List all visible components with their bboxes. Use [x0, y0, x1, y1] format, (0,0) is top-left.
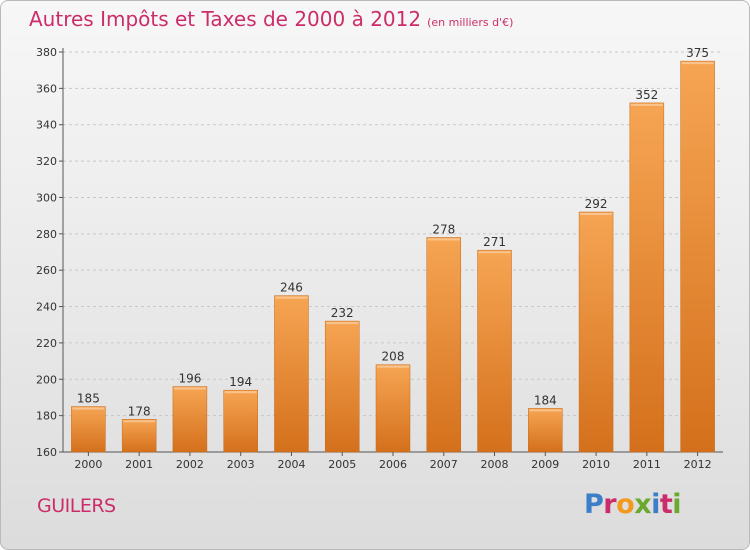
bar [324, 320, 360, 453]
bar [578, 211, 614, 453]
y-tick-label: 160 [36, 446, 57, 459]
y-tick-label: 240 [36, 301, 57, 314]
bar-value-label: 278 [432, 222, 455, 236]
bar [71, 406, 106, 453]
bar-highlight [580, 213, 613, 215]
y-tick-label: 220 [36, 337, 57, 350]
logo-letter: o [616, 489, 635, 520]
bar [477, 249, 512, 453]
x-tick-label: 2006 [379, 458, 407, 471]
bar-value-label: 246 [280, 281, 303, 295]
x-tick-label: 2012 [684, 458, 712, 471]
bar [629, 102, 665, 453]
bar-highlight [478, 251, 511, 254]
x-tick-label: 2001 [125, 458, 153, 471]
bar-value-label: 292 [585, 197, 608, 211]
bar-value-label: 196 [178, 372, 201, 386]
logo-letter: r [603, 489, 617, 520]
bar-highlight [224, 391, 257, 394]
y-tick-label: 360 [36, 82, 57, 95]
bar [121, 419, 157, 453]
logo-letter: t [659, 489, 673, 520]
bar-value-label: 178 [128, 404, 151, 418]
chart-title: Autres Impôts et Taxes de 2000 à 2012 (en… [29, 7, 513, 31]
x-tick-label: 2011 [633, 458, 661, 471]
bar-highlight [427, 238, 460, 241]
x-tick-label: 2010 [582, 458, 610, 471]
bar-value-label: 194 [229, 375, 252, 389]
x-tick-label: 2008 [481, 458, 509, 471]
bar-value-label: 232 [331, 306, 354, 320]
chart-subtitle: (en milliers d'€) [427, 16, 514, 29]
x-tick-label: 2002 [176, 458, 204, 471]
bar-highlight [173, 387, 206, 390]
bar [274, 295, 309, 453]
bar-value-label: 375 [686, 46, 709, 60]
bar-highlight [326, 322, 359, 325]
y-tick-label: 200 [36, 373, 57, 386]
y-tick-label: 340 [36, 119, 57, 132]
bar-highlight [123, 420, 156, 423]
bar-highlight [529, 409, 562, 412]
bar-highlight [630, 103, 663, 106]
bar [172, 386, 208, 453]
logo-letter: P [584, 489, 604, 520]
x-tick-label: 2003 [227, 458, 255, 471]
bar-value-label: 184 [534, 393, 557, 407]
bar-highlight [275, 296, 308, 299]
logo-letter: i [672, 489, 682, 520]
bar-value-label: 271 [483, 235, 506, 249]
bar-value-label: 352 [635, 88, 658, 102]
chart-title-text: Autres Impôts et Taxes de 2000 à 2012 [29, 7, 422, 31]
bar-value-label: 185 [77, 392, 100, 406]
y-tick-label: 280 [36, 228, 57, 241]
bar-highlight [681, 62, 714, 65]
y-tick-label: 320 [36, 155, 57, 168]
x-tick-label: 2005 [328, 458, 356, 471]
y-tick-label: 180 [36, 410, 57, 423]
bar-highlight [377, 365, 409, 368]
commune-name: GUILERS [37, 495, 116, 517]
x-tick-label: 2007 [430, 458, 458, 471]
bar [426, 237, 462, 453]
bar-value-label: 208 [382, 350, 405, 364]
y-tick-label: 300 [36, 191, 57, 204]
bar [223, 389, 258, 453]
logo-letter: x [634, 489, 652, 520]
y-tick-label: 380 [36, 46, 57, 59]
x-tick-label: 2009 [531, 458, 559, 471]
bar [680, 60, 715, 453]
x-tick-label: 2000 [74, 458, 102, 471]
bar-highlight [72, 407, 105, 410]
proxiti-logo: Proxiti [584, 489, 682, 520]
y-tick-label: 260 [36, 264, 57, 277]
bar [375, 364, 411, 453]
logo-letter: i [651, 489, 660, 520]
x-tick-label: 2004 [277, 458, 305, 471]
bar [528, 408, 563, 453]
